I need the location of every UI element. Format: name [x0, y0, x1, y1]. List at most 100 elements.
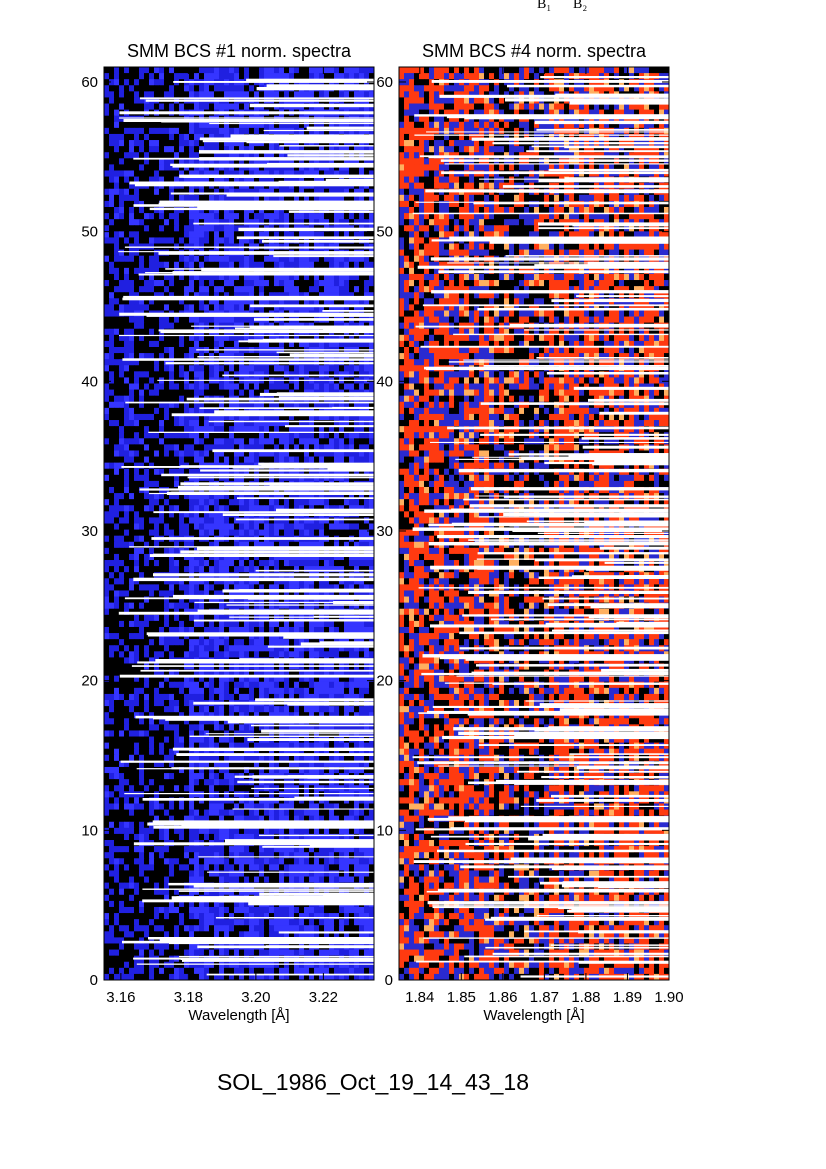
- heatmap-cell: [239, 584, 245, 591]
- heatmap-cell: [129, 261, 135, 269]
- heatmap-cell: [299, 505, 305, 512]
- heatmap-cell: [354, 420, 360, 427]
- heatmap-cell: [164, 462, 170, 470]
- heatmap-cell: [334, 188, 340, 196]
- heatmap-cell: [169, 413, 175, 421]
- heatmap-cell: [154, 438, 160, 445]
- heatmap-cell: [289, 505, 295, 512]
- heatmap-cell: [139, 505, 145, 512]
- heatmap-cell: [124, 188, 130, 196]
- heatmap-cell: [124, 426, 130, 433]
- heatmap-cell: [134, 340, 140, 348]
- heatmap-cell: [259, 596, 265, 604]
- heatmap-cell: [369, 426, 375, 433]
- heatmap-cell: [214, 298, 220, 305]
- heatmap-cell: [244, 493, 250, 500]
- heatmap-cell: [329, 438, 335, 445]
- heatmap-cell: [219, 188, 225, 196]
- heatmap-cell: [219, 529, 225, 537]
- heatmap-cell: [329, 553, 335, 561]
- heatmap-cell: [174, 316, 180, 324]
- heatmap-cell: [359, 206, 365, 214]
- heatmap-cell: [129, 620, 135, 628]
- heatmap-cell: [159, 389, 165, 397]
- b1-label: B₁: [537, 0, 551, 12]
- heatmap-cell: [319, 432, 325, 439]
- heatmap-cell: [154, 316, 160, 324]
- heatmap-cell: [179, 273, 185, 281]
- heatmap-cell: [144, 249, 150, 257]
- heatmap-cell: [159, 353, 165, 360]
- heatmap-cell: [199, 596, 205, 604]
- heatmap-cell: [154, 79, 160, 86]
- heatmap-cell: [364, 578, 370, 585]
- heatmap-cell: [129, 480, 135, 488]
- heatmap-cell: [139, 255, 145, 263]
- heatmap-cell: [214, 206, 220, 214]
- heatmap-cell: [369, 365, 375, 372]
- heatmap-cell: [184, 420, 190, 427]
- heatmap-cell: [244, 170, 250, 178]
- heatmap-cell: [209, 529, 215, 537]
- heatmap-cell: [289, 298, 295, 305]
- heatmap-cell: [224, 73, 230, 80]
- heatmap-cell: [264, 152, 270, 159]
- heatmap-cell: [224, 401, 230, 409]
- heatmap-cell: [129, 286, 135, 293]
- heatmap-cell: [269, 213, 275, 220]
- heatmap-cell: [289, 213, 295, 220]
- heatmap-cell: [354, 194, 360, 202]
- heatmap-cell: [294, 292, 300, 299]
- heatmap-cell: [339, 304, 345, 311]
- heatmap-cell: [114, 176, 120, 184]
- heatmap-cell: [234, 450, 240, 458]
- heatmap-cell: [149, 261, 155, 269]
- heatmap-cell: [299, 280, 305, 287]
- heatmap-cell: [114, 517, 120, 524]
- heatmap-cell: [254, 493, 260, 500]
- heatmap-cell: [369, 420, 375, 427]
- heatmap-cell: [229, 334, 235, 342]
- heatmap-cell: [234, 316, 240, 324]
- heatmap-cell: [189, 146, 195, 153]
- heatmap-cell: [124, 523, 130, 531]
- heatmap-cell: [179, 188, 185, 196]
- heatmap-cell: [219, 371, 225, 378]
- heatmap-cell: [114, 115, 120, 123]
- heatmap-cell: [309, 158, 315, 165]
- heatmap-cell: [239, 237, 245, 245]
- heatmap-cell: [139, 407, 145, 415]
- heatmap-cell: [354, 602, 360, 610]
- heatmap-cell: [339, 365, 345, 372]
- heatmap-cell: [189, 517, 195, 524]
- heatmap-cell: [159, 273, 165, 281]
- heatmap-cell: [174, 620, 180, 628]
- heatmap-cell: [279, 602, 285, 610]
- heatmap-cell: [239, 316, 245, 324]
- heatmap-cell: [104, 158, 110, 165]
- heatmap-cell: [229, 620, 235, 628]
- heatmap-cell: [214, 614, 220, 622]
- heatmap-cell: [214, 553, 220, 561]
- heatmap-cell: [284, 67, 290, 74]
- heatmap-cell: [344, 146, 350, 153]
- heatmap-cell: [274, 401, 280, 409]
- heatmap-cell: [134, 249, 140, 257]
- heatmap-cell: [264, 164, 270, 171]
- heatmap-cell: [109, 480, 115, 488]
- heatmap-cell: [234, 517, 240, 524]
- heatmap-cell: [209, 206, 215, 214]
- heatmap-cell: [214, 152, 220, 159]
- heatmap-cell: [199, 626, 205, 634]
- heatmap-cell: [134, 273, 140, 281]
- heatmap-cell: [144, 371, 150, 378]
- heatmap-cell: [149, 219, 155, 226]
- heatmap-cell: [334, 280, 340, 287]
- heatmap-cell: [149, 407, 155, 415]
- heatmap-cell: [114, 438, 120, 445]
- heatmap-cell: [284, 620, 290, 628]
- heatmap-cell: [154, 553, 160, 561]
- heatmap-cell: [189, 560, 195, 567]
- heatmap-cell: [204, 493, 210, 500]
